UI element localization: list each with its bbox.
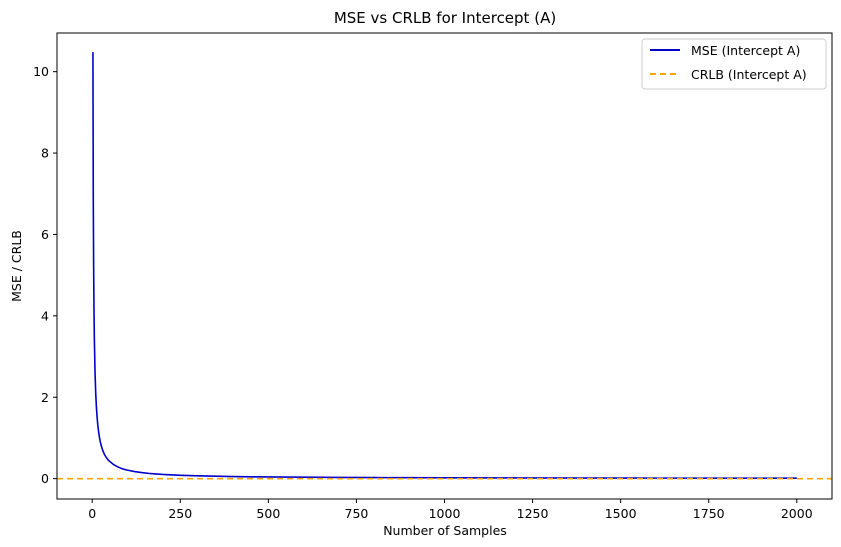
x-tick-label: 1000 [429,506,461,521]
y-tick-label: 6 [41,227,49,242]
legend-box [641,38,827,90]
x-tick-label: 0 [88,506,96,521]
legend-label-mse: MSE (Intercept A) [691,43,800,58]
y-tick-label: 4 [41,308,49,323]
series-line-mse [92,52,797,480]
x-axis-ticks: 0 250 500 750 1000 1250 1500 1750 2000 [88,499,813,521]
x-tick-label: 500 [256,506,280,521]
y-tick-label: 2 [41,390,49,405]
x-axis-label: Number of Samples [383,523,507,538]
x-tick-label: 2000 [781,506,813,521]
y-tick-label: 8 [41,146,49,161]
legend: MSE (Intercept A) CRLB (Intercept A) [641,38,827,90]
plot-lines [57,52,832,480]
y-tick-label: 10 [33,64,49,79]
chart-title: MSE vs CRLB for Intercept (A) [334,9,556,27]
x-tick-label: 750 [345,506,369,521]
y-tick-label: 0 [41,471,49,486]
x-tick-label: 1500 [605,506,637,521]
y-axis-label: MSE / CRLB [9,230,24,302]
legend-label-crlb: CRLB (Intercept A) [691,67,807,82]
x-tick-label: 1250 [517,506,549,521]
x-tick-label: 250 [168,506,192,521]
x-tick-label: 1750 [693,506,725,521]
y-axis-ticks: 0 2 4 6 8 10 [33,64,57,486]
